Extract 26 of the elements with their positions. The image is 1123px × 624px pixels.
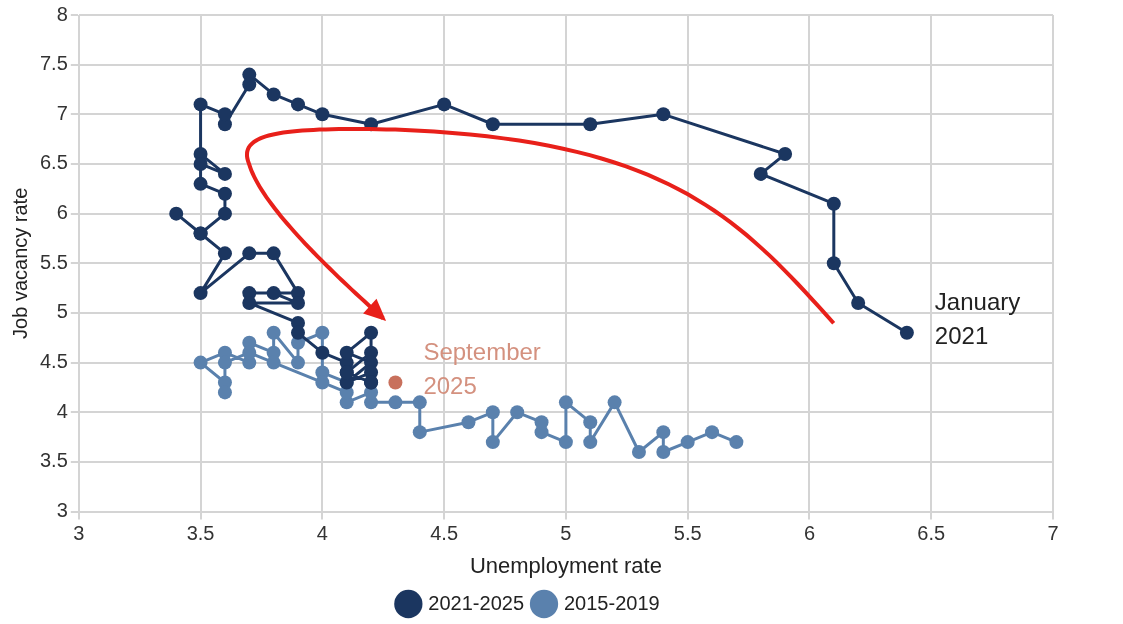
x-axis-title: Unemployment rate <box>469 552 662 578</box>
y-tick-label: 3 <box>56 499 68 522</box>
y-tick-label: 4 <box>56 399 68 422</box>
y-tick-label: 8 <box>56 2 68 25</box>
y-tick-label: 7 <box>56 101 68 124</box>
x-tick-label: 3.5 <box>186 522 215 545</box>
x-tick-label: 4.5 <box>430 522 459 545</box>
legend-label: 2021-2025 <box>428 591 525 614</box>
y-tick-label: 6 <box>56 201 68 224</box>
x-tick-label: 5 <box>560 522 572 545</box>
y-tick-label: 3.5 <box>39 449 68 472</box>
x-tick-label: 6.5 <box>917 522 946 545</box>
x-tick-label: 4 <box>316 522 328 545</box>
y-tick-label: 7.5 <box>39 52 68 75</box>
x-tick-label: 7 <box>1047 522 1059 545</box>
y-axis-title: Job vacancy rate <box>8 187 31 339</box>
y-tick-label: 6.5 <box>39 151 68 174</box>
x-tick-label: 5.5 <box>673 522 702 545</box>
annotation: January 2021 <box>934 288 1021 350</box>
y-tick-label: 5 <box>56 300 68 323</box>
legend-label: 2015-2019 <box>564 591 660 614</box>
annotation: September 2025 <box>423 338 541 400</box>
x-tick-label: 6 <box>803 522 816 545</box>
y-tick-label: 4.5 <box>39 350 68 373</box>
x-tick-label: 3 <box>73 522 85 545</box>
y-tick-label: 5.5 <box>39 250 68 273</box>
